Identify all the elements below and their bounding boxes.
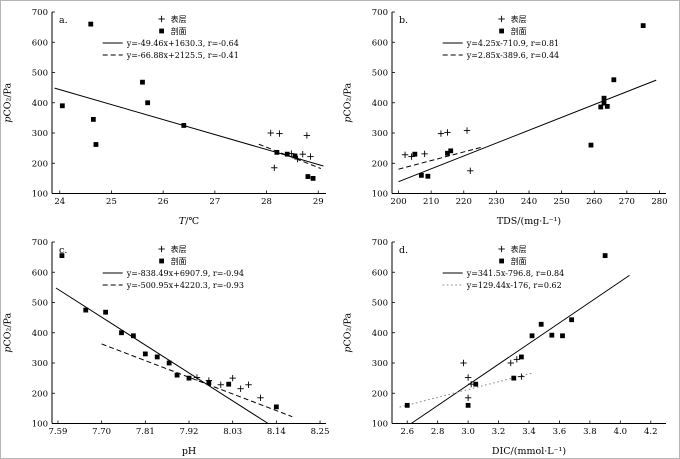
svg-text:600: 600 [32, 268, 48, 278]
svg-text:250: 250 [554, 197, 570, 207]
svg-text:剖面: 剖面 [511, 26, 527, 36]
svg-text:200: 200 [372, 389, 388, 399]
svg-text:表层: 表层 [511, 244, 527, 254]
svg-text:b.: b. [399, 15, 408, 26]
svg-text:7.59: 7.59 [48, 427, 67, 437]
svg-text:剖面: 剖面 [171, 26, 187, 36]
svg-text:26: 26 [158, 197, 169, 207]
svg-text:表层: 表层 [511, 14, 527, 24]
svg-text:7.81: 7.81 [136, 427, 155, 437]
svg-text:剖面: 剖面 [171, 256, 187, 266]
svg-text:4.0: 4.0 [614, 427, 628, 437]
svg-text:300: 300 [372, 359, 388, 369]
svg-text:8.03: 8.03 [223, 427, 242, 437]
svg-text:600: 600 [372, 38, 388, 48]
svg-text:3.6: 3.6 [553, 427, 567, 437]
svg-text:DIC/(mmol·L⁻¹): DIC/(mmol·L⁻¹) [492, 446, 566, 457]
svg-text:y=-49.46x+1630.3, r=-0.64: y=-49.46x+1630.3, r=-0.64 [126, 39, 239, 48]
svg-text:a.: a. [59, 15, 68, 26]
svg-text:3.0: 3.0 [461, 427, 475, 437]
svg-text:210: 210 [423, 197, 439, 207]
svg-text:400: 400 [372, 99, 388, 109]
svg-text:500: 500 [32, 69, 48, 79]
svg-text:TDS/(mg·L⁻¹): TDS/(mg·L⁻¹) [497, 216, 561, 227]
panel-d-pco2-vs-dic-chart: 2.6 2.8 3.0 3.2 3.4 3.6 3.8 4.0 4.2 100 200 300 400 5… [343, 238, 666, 457]
svg-text:y=341.5x-796.8, r=0.84: y=341.5x-796.8, r=0.84 [466, 269, 565, 278]
svg-text:500: 500 [372, 298, 388, 308]
svg-text:260: 260 [586, 197, 602, 207]
svg-text:280: 280 [651, 197, 667, 207]
svg-text:600: 600 [32, 38, 48, 48]
svg-text:pCO₂/Pa: pCO₂/Pa [343, 83, 354, 123]
svg-text:y=-838.49x+6907.9, r=-0.94: y=-838.49x+6907.9, r=-0.94 [126, 269, 244, 278]
svg-text:200: 200 [32, 389, 48, 399]
svg-text:28: 28 [261, 197, 272, 207]
svg-text:pCO₂/Pa: pCO₂/Pa [3, 312, 14, 352]
panel-b-pco2-vs-tds-chart: 200 210 220 230 240 250 260 270 2801002003004005… [343, 8, 668, 227]
svg-text:500: 500 [32, 298, 48, 308]
svg-text:表层: 表层 [171, 14, 187, 24]
svg-text:y=-500.95x+4220.3, r=-0.93: y=-500.95x+4220.3, r=-0.93 [126, 281, 244, 290]
svg-text:y=2.85x-389.6, r=0.44: y=2.85x-389.6, r=0.44 [466, 51, 559, 60]
svg-text:7.70: 7.70 [92, 427, 111, 437]
svg-text:200: 200 [32, 159, 48, 169]
svg-text:表层: 表层 [171, 244, 187, 254]
svg-text:700: 700 [32, 238, 48, 248]
svg-text:3.8: 3.8 [583, 427, 597, 437]
svg-text:4.2: 4.2 [644, 427, 658, 437]
svg-text:2.6: 2.6 [400, 427, 414, 437]
svg-text:700: 700 [32, 8, 48, 18]
svg-text:400: 400 [32, 99, 48, 109]
svg-text:25: 25 [106, 197, 117, 207]
svg-text:230: 230 [488, 197, 504, 207]
svg-text:pH: pH [182, 446, 196, 457]
svg-text:100: 100 [32, 190, 48, 200]
svg-text:剖面: 剖面 [511, 256, 527, 266]
svg-text:2.8: 2.8 [431, 427, 445, 437]
svg-text:220: 220 [456, 197, 472, 207]
svg-text:300: 300 [372, 129, 388, 139]
svg-text:100: 100 [372, 419, 388, 429]
svg-text:d.: d. [399, 245, 408, 256]
svg-text:700: 700 [372, 238, 388, 248]
svg-text:7.92: 7.92 [180, 427, 199, 437]
svg-text:24: 24 [54, 197, 65, 207]
panel-c-pco2-vs-ph-chart: 7.59 7.70 7.81 7.92 8.03 8.14 8.25 100 200 300 400… [3, 238, 330, 457]
svg-text:270: 270 [619, 197, 635, 207]
svg-text:300: 300 [32, 129, 48, 139]
svg-text:200: 200 [390, 197, 406, 207]
svg-text:8.25: 8.25 [311, 427, 330, 437]
svg-text:pCO₂/Pa: pCO₂/Pa [343, 312, 354, 352]
svg-text:T/℃: T/℃ [179, 216, 200, 227]
svg-text:700: 700 [372, 8, 388, 18]
svg-text:y=-66.88x+2125.5, r=-0.41: y=-66.88x+2125.5, r=-0.41 [126, 51, 239, 60]
svg-text:8.14: 8.14 [267, 427, 286, 437]
svg-text:100: 100 [32, 419, 48, 429]
svg-text:400: 400 [32, 328, 48, 338]
svg-text:c.: c. [59, 245, 67, 256]
svg-text:29: 29 [313, 197, 324, 207]
svg-text:y=129.44x-176, r=0.62: y=129.44x-176, r=0.62 [466, 281, 562, 290]
svg-text:100: 100 [372, 190, 388, 200]
svg-text:500: 500 [372, 69, 388, 79]
svg-text:200: 200 [372, 159, 388, 169]
svg-text:y=4.25x-710.9, r=0.81: y=4.25x-710.9, r=0.81 [466, 39, 559, 48]
panel-a-pco2-vs-temperature-chart: 24 25 26 27 28 29 100 200 300 400 500 600 700 T/℃ pCO₂… [3, 8, 326, 227]
svg-text:27: 27 [209, 197, 220, 207]
svg-text:pCO₂/Pa: pCO₂/Pa [3, 83, 14, 123]
svg-text:600: 600 [372, 268, 388, 278]
svg-text:300: 300 [32, 359, 48, 369]
svg-text:240: 240 [521, 197, 537, 207]
svg-text:3.4: 3.4 [522, 427, 536, 437]
svg-text:400: 400 [372, 328, 388, 338]
svg-text:3.2: 3.2 [492, 427, 506, 437]
